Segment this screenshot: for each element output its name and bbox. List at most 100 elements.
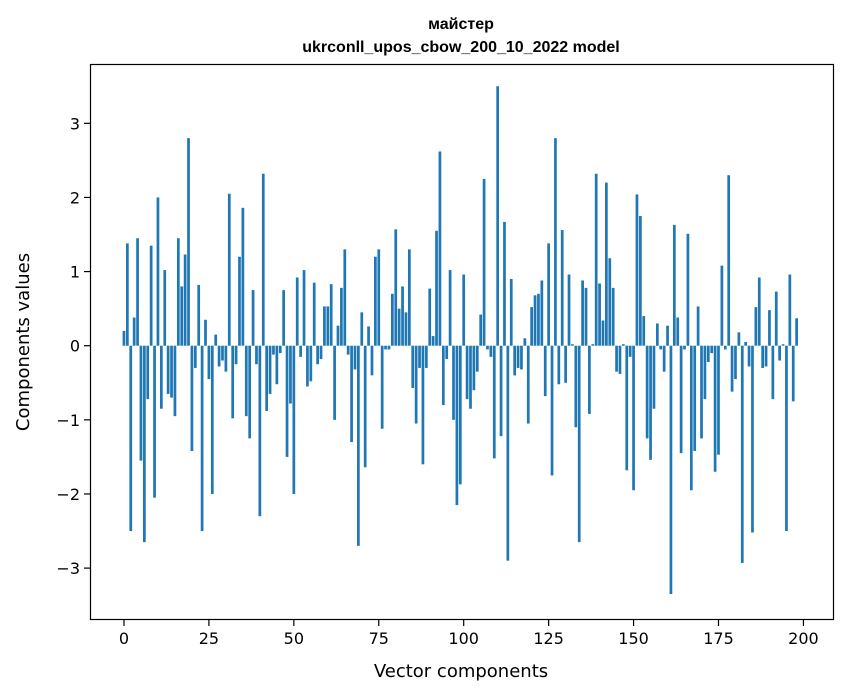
y-tick-label: 2 xyxy=(70,188,80,207)
bar-90 xyxy=(428,288,432,346)
bar-175 xyxy=(717,345,720,455)
bar-148 xyxy=(625,345,629,471)
bar-57 xyxy=(316,345,319,365)
bar-59 xyxy=(323,306,326,346)
bars-group xyxy=(122,86,798,595)
bar-16 xyxy=(176,238,180,346)
bar-188 xyxy=(761,345,765,368)
bar-181 xyxy=(737,332,741,346)
y-axis-label: Components values xyxy=(13,253,34,431)
bar-43 xyxy=(268,345,272,394)
bar-102 xyxy=(469,345,472,409)
chart-title-line-2: ukrconll_upos_cbow_200_10_2022 model xyxy=(302,39,619,56)
x-axis-label: Vector components xyxy=(374,661,548,682)
bar-76 xyxy=(380,345,384,429)
bar-69 xyxy=(357,345,360,546)
bar-97 xyxy=(452,345,455,420)
y-tick-label: −1 xyxy=(56,411,80,430)
plot-area-frame xyxy=(89,63,835,621)
bar-185 xyxy=(751,345,754,533)
bar-184 xyxy=(747,345,751,367)
bar-127 xyxy=(554,138,557,346)
bar-173 xyxy=(710,345,714,354)
bar-193 xyxy=(778,345,781,361)
bar-86 xyxy=(414,345,418,424)
bar-179 xyxy=(730,345,734,392)
bar-187 xyxy=(757,277,761,346)
bar-8 xyxy=(149,245,153,346)
bar-134 xyxy=(577,345,581,543)
bar-44 xyxy=(272,345,275,355)
bar-12 xyxy=(163,270,167,346)
bar-89 xyxy=(424,345,428,368)
bar-155 xyxy=(649,345,652,460)
x-tick-label: 100 xyxy=(448,629,479,648)
bar-37 xyxy=(248,345,252,439)
bar-58 xyxy=(319,345,323,360)
bar-23 xyxy=(200,345,204,532)
bar-87 xyxy=(418,345,421,368)
bar-169 xyxy=(696,306,700,346)
bar-15 xyxy=(173,345,177,417)
bar-116 xyxy=(516,345,520,368)
bar-64 xyxy=(340,287,343,346)
bar-186 xyxy=(754,307,758,346)
bar-183 xyxy=(744,342,748,346)
bar-166 xyxy=(686,233,690,346)
bar-104 xyxy=(475,345,479,372)
bar-197 xyxy=(791,345,795,402)
bar-56 xyxy=(312,282,316,346)
bar-31 xyxy=(227,193,231,346)
bar-190 xyxy=(768,310,771,346)
bar-50 xyxy=(292,345,296,494)
bar-106 xyxy=(482,178,486,346)
bar-38 xyxy=(251,290,255,346)
bar-167 xyxy=(689,345,693,491)
bar-131 xyxy=(567,274,571,346)
bar-26 xyxy=(210,345,214,494)
bar-180 xyxy=(734,345,737,380)
bar-174 xyxy=(713,345,717,472)
bar-156 xyxy=(652,345,656,409)
bar-100 xyxy=(462,274,466,346)
bar-117 xyxy=(520,345,523,370)
x-tick-label: 0 xyxy=(119,629,129,648)
y-tick-label: 0 xyxy=(70,337,80,356)
bar-94 xyxy=(441,345,445,406)
bar-154 xyxy=(645,345,649,439)
bar-177 xyxy=(723,345,727,350)
bar-160 xyxy=(666,325,669,346)
bar-79 xyxy=(391,293,394,346)
bar-146 xyxy=(618,345,622,374)
bar-158 xyxy=(659,345,663,350)
bar-164 xyxy=(679,345,683,454)
bar-80 xyxy=(394,229,398,346)
bar-25 xyxy=(207,345,211,380)
bar-27 xyxy=(214,334,218,346)
bar-48 xyxy=(285,345,289,457)
bar-150 xyxy=(632,345,635,491)
bar-147 xyxy=(622,344,625,346)
x-tick-label: 200 xyxy=(788,629,819,648)
bar-9 xyxy=(153,345,156,498)
bar-98 xyxy=(455,345,459,506)
bar-24 xyxy=(204,319,207,346)
bar-18 xyxy=(183,254,187,346)
bar-22 xyxy=(197,284,201,346)
bar-105 xyxy=(479,314,483,346)
bar-113 xyxy=(506,345,510,561)
bar-30 xyxy=(224,345,228,372)
bar-108 xyxy=(489,345,493,357)
bar-39 xyxy=(255,345,258,365)
bar-53 xyxy=(302,270,306,346)
bar-141 xyxy=(601,320,605,346)
x-tick-label: 150 xyxy=(618,629,649,648)
bar-72 xyxy=(367,326,370,346)
bar-122 xyxy=(537,293,540,346)
bar-2 xyxy=(129,345,133,532)
bar-151 xyxy=(635,194,639,346)
bar-70 xyxy=(360,312,364,346)
x-tick-label: 75 xyxy=(369,629,389,648)
bar-92 xyxy=(435,230,438,346)
bar-6 xyxy=(143,345,146,543)
